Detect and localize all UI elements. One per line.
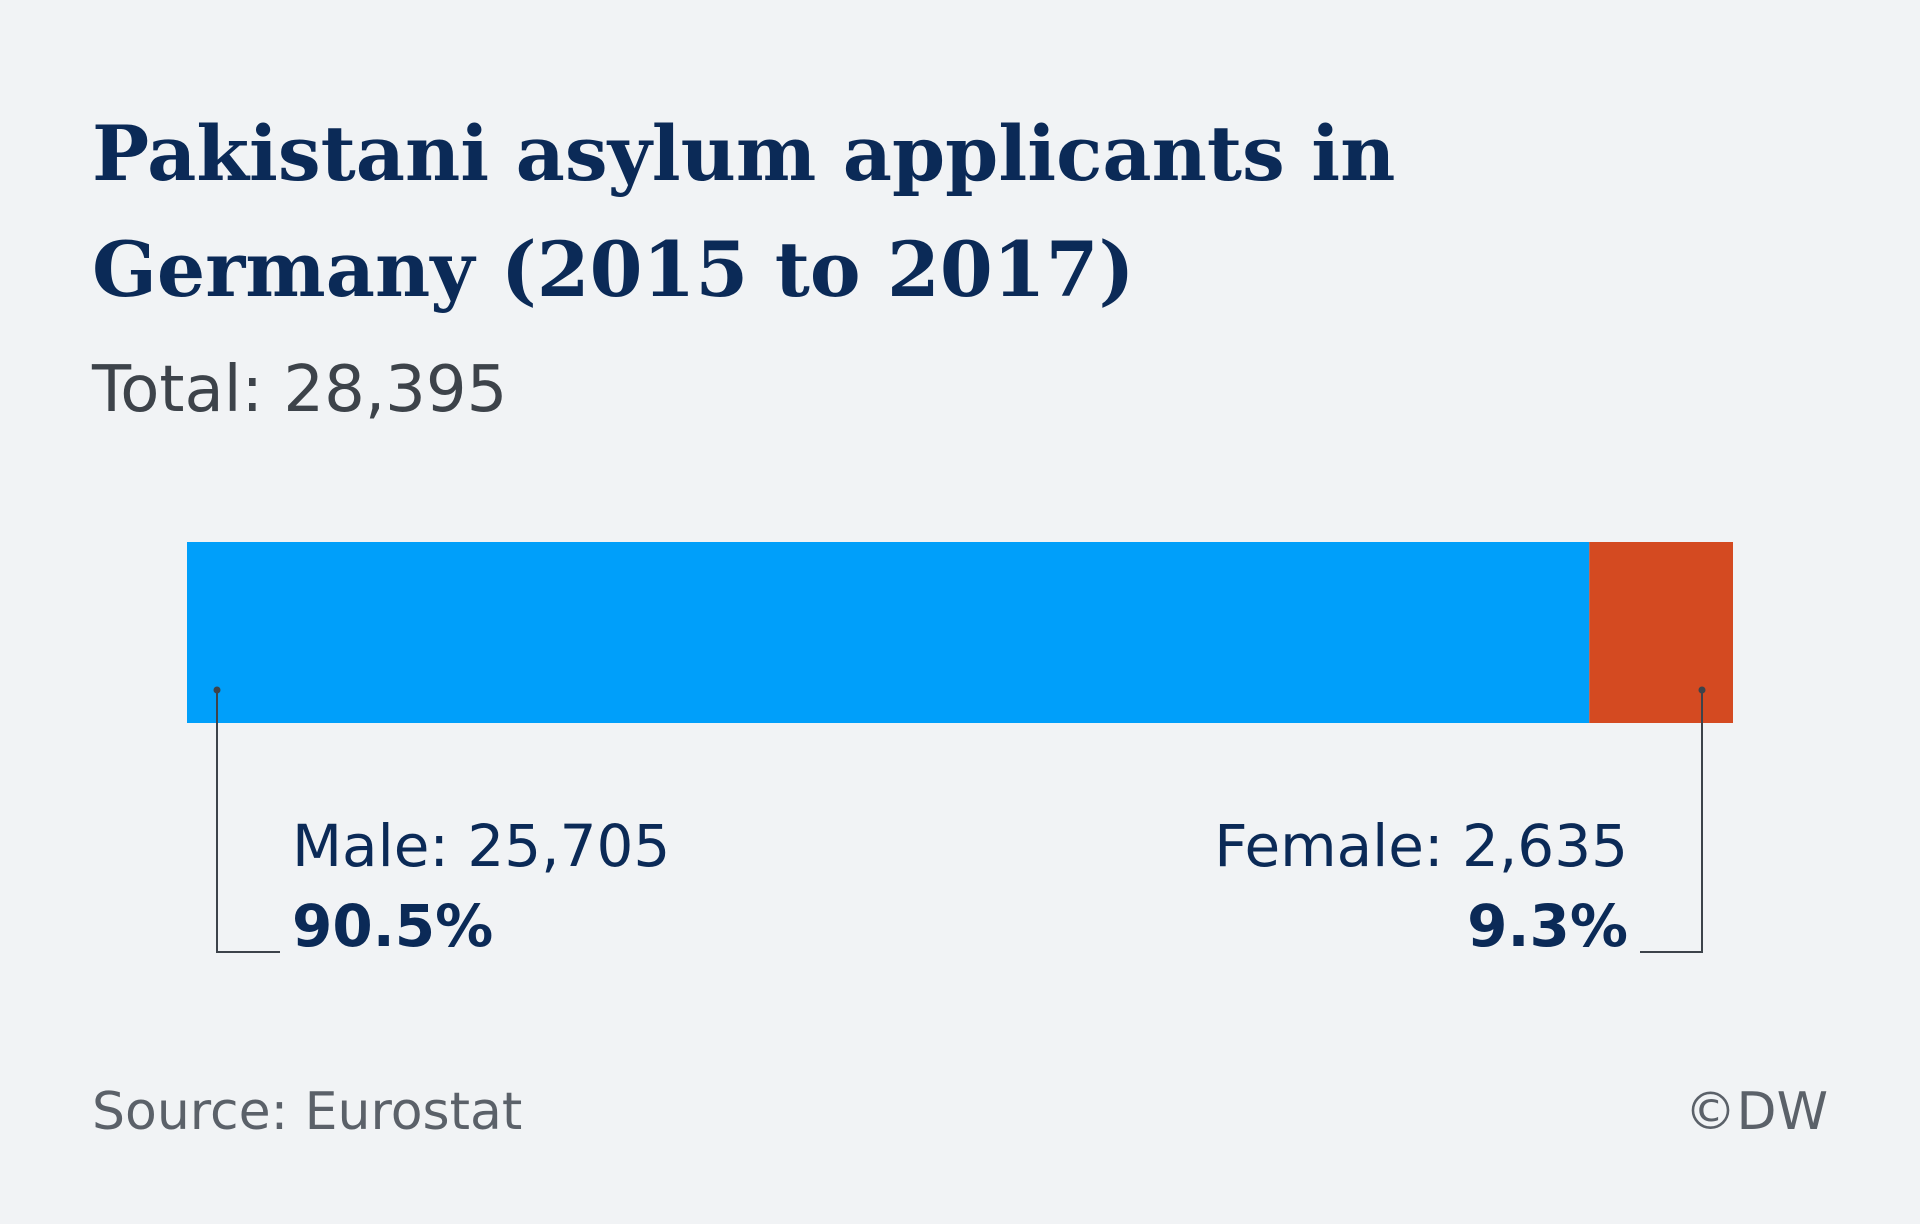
bar-segment-male (187, 542, 1590, 723)
source-note: Source: Eurostat (92, 1082, 523, 1142)
male-label: Male: 25,705 90.5% (292, 806, 670, 966)
copyright-credit: ©DW (1684, 1082, 1828, 1142)
female-label: Female: 2,635 9.3% (1214, 806, 1628, 966)
chart-subtitle-total: Total: 28,395 (92, 353, 508, 427)
chart-title: Pakistani asylum applicants in Germany (… (92, 109, 1396, 314)
bar-segment-female (1589, 542, 1733, 723)
female-percent-label: 9.3% (1467, 892, 1628, 960)
male-leader-line (216, 690, 280, 953)
male-count-label: Male: 25,705 (292, 812, 671, 880)
female-leader-line (1640, 690, 1703, 953)
male-percent-label: 90.5% (292, 892, 494, 960)
female-count-label: Female: 2,635 (1214, 812, 1628, 880)
